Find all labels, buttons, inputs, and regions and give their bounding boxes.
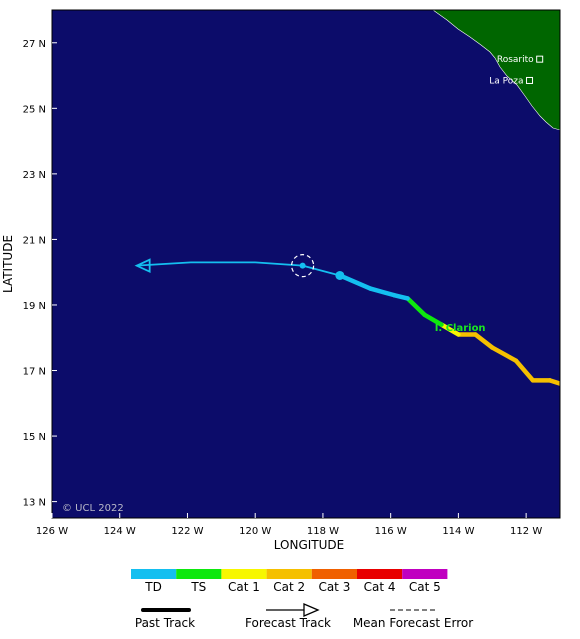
y-tick-label: 15 N (23, 432, 46, 443)
past-track-segment (422, 312, 444, 327)
place-markers: Rosarito La Poza (489, 55, 544, 86)
past-track-segment (368, 286, 397, 298)
legend-swatch-label: Cat 2 (273, 580, 305, 594)
forecast-arrowhead-icon (134, 258, 151, 274)
current-position-marker (335, 270, 345, 280)
legend-swatch-label: Cat 1 (228, 580, 260, 594)
legend-swatch-label: Cat 4 (364, 580, 396, 594)
legend-swatch (266, 569, 312, 579)
past-track-segment (439, 322, 461, 337)
past-track-segment (337, 273, 373, 291)
legend-swatch-label: Cat 3 (318, 580, 350, 594)
ocean-area (52, 10, 560, 518)
y-tick-label: 13 N (23, 498, 46, 509)
x-tick-label: 116 W (375, 526, 407, 537)
past-track-segment (490, 345, 519, 363)
y-tick-label: 19 N (23, 301, 46, 312)
legend-swatch-label: Cat 5 (409, 580, 441, 594)
forecast-error-circle (291, 254, 315, 278)
y-tick-label: 21 N (23, 235, 46, 246)
y-tick-label: 27 N (23, 39, 46, 50)
past-track-segment (405, 296, 427, 318)
y-tick-label: 17 N (23, 367, 46, 378)
legend-swatch (176, 569, 222, 579)
forecast-arrow-icon (303, 603, 320, 617)
plot-frame (51, 9, 561, 519)
x-tick-label: 118 W (307, 526, 339, 537)
legend-swatch (357, 569, 403, 579)
y-tick-label: 25 N (23, 104, 46, 115)
legend-swatch-label: TD (144, 580, 162, 594)
baja-california-landmass (432, 10, 560, 131)
x-tick-label: 120 W (239, 526, 271, 537)
x-axis-title: LONGITUDE (274, 538, 344, 552)
town-marker-icon (526, 76, 534, 84)
town-label: La Poza (489, 76, 523, 86)
past-track-segment (513, 358, 536, 383)
forecast-point-marker (299, 262, 306, 269)
intensity-legend: TD TS Cat 1 Cat 2 Cat 3 Cat 4 Cat 5 (131, 569, 448, 594)
axis-ticks: 126 W 124 W 122 W 120 W 118 W 116 W 114 W 112 W… (23, 39, 543, 537)
x-tick-label: 114 W (442, 526, 474, 537)
legend-swatch (402, 569, 448, 579)
x-tick-label: 126 W (36, 526, 68, 537)
copyright-text: © UCL 2022 (62, 503, 124, 514)
y-tick-label: 23 N (23, 170, 46, 181)
town-marker-icon (536, 55, 544, 63)
forecast-error-key-label: Mean Forecast Error (353, 616, 473, 630)
y-axis-title: LATITUDE (1, 235, 15, 293)
legend-swatch (131, 569, 177, 579)
forecast-track-key-label: Forecast Track (245, 616, 331, 630)
past-track-key-label: Past Track (135, 616, 195, 630)
legend-swatch-label: TS (190, 580, 206, 594)
past-track-segment (391, 292, 410, 301)
town-label: Rosarito (497, 55, 534, 65)
x-tick-label: 124 W (104, 526, 136, 537)
track-layer (134, 254, 560, 386)
legend-swatch (221, 569, 267, 579)
x-tick-label: 112 W (510, 526, 542, 537)
legend-swatch (311, 569, 357, 579)
island-label: I. Clarion (435, 323, 486, 334)
forecast-track-line (136, 261, 341, 277)
x-tick-label: 122 W (171, 526, 203, 537)
past-track-segment (473, 332, 495, 350)
